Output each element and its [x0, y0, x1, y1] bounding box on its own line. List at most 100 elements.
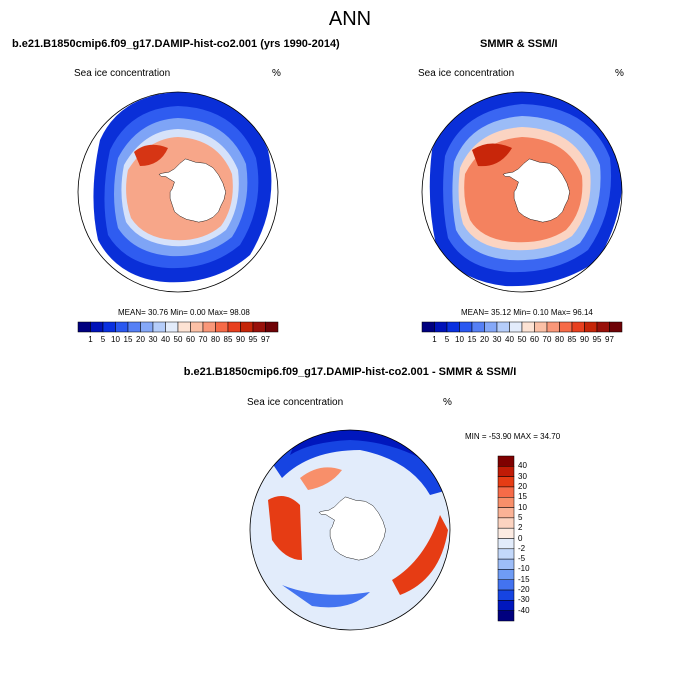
panel1-colorbar-tick-label: 1: [88, 335, 93, 344]
diff-map: [250, 430, 450, 630]
panel1-colorbar-swatch: [227, 321, 241, 333]
panel2-colorbar-tick-label: 40: [505, 335, 514, 344]
panel1-colorbar-swatch: [140, 321, 154, 333]
panel2-colorbar-tick-label: 1: [432, 335, 437, 344]
panel2-colorbar-swatch: [559, 321, 573, 333]
panel2-map: [422, 92, 622, 292]
figure-title: ANN: [328, 8, 372, 30]
panel2-colorbar-tick-label: 70: [542, 335, 552, 344]
diff-colorbar-swatch: [497, 538, 515, 550]
panel2-field-label: Sea ice concentration: [418, 68, 515, 79]
panel1-colorbar-swatch: [102, 321, 116, 333]
panel1-colorbar-swatch: [115, 321, 129, 333]
panel1-colorbar-tick-label: 97: [261, 335, 270, 344]
panel2-colorbar-swatch: [434, 321, 448, 333]
panel1-colorbar-tick-label: 30: [148, 335, 158, 344]
diff-field-label: Sea ice concentration: [247, 397, 344, 408]
diff-colorbar-tick-label: 10: [518, 502, 527, 512]
panel1-colorbar-swatch: [190, 321, 204, 333]
panel1-colorbar-tick-label: 40: [161, 335, 170, 344]
diff-colorbar-swatch: [497, 486, 515, 498]
panel1-colorbar-tick-label: 95: [248, 335, 258, 344]
panel2-map-border: [421, 91, 623, 293]
panel1-colorbar-swatch: [240, 321, 254, 333]
panel1-colorbar-tick-label: 85: [223, 335, 233, 344]
panel1-colorbar-tick-label: 15: [123, 335, 133, 344]
panel1-colorbar-tick-label: 60: [186, 335, 195, 344]
panel2-colorbar-swatch: [609, 321, 623, 333]
panel2-colorbar-swatch: [596, 321, 610, 333]
panel2-run-title: SMMR & SSM/I: [480, 38, 558, 50]
diff-colorbar-tick-label: -10: [518, 564, 530, 574]
panel2-stats: MEAN= 35.12 Min= 0.10 Max= 96.14: [461, 308, 593, 317]
panel2-colorbar-tick-label: 80: [555, 335, 564, 344]
panel2-colorbar-tick-label: 20: [480, 335, 489, 344]
panel1-stats: MEAN= 30.76 Min= 0.00 Max= 98.08: [118, 308, 250, 317]
panel1-run-title: b.e21.B1850cmip6.f09_g17.DAMIP-hist-co2.…: [12, 38, 340, 50]
panel2-colorbar-tick-label: 95: [592, 335, 602, 344]
panel2-colorbar-tick-label: 50: [517, 335, 527, 344]
diff-colorbar-tick-label: 2: [518, 523, 523, 533]
panel1-units: %: [272, 68, 281, 79]
panel1-colorbar-tick-label: 5: [100, 335, 106, 344]
diff-units: %: [443, 397, 452, 408]
panel1-colorbar-swatch: [215, 321, 229, 333]
panel2-colorbar-swatch: [446, 321, 460, 333]
panel2-colorbar-swatch: [471, 321, 485, 333]
diff-colorbar-tick-label: 5: [518, 512, 523, 522]
diff-colorbar-tick-label: -2: [518, 543, 526, 553]
panel1-map-border: [77, 91, 279, 293]
diff-colorbar-tick-label: -5: [518, 554, 526, 564]
panel2-colorbar-swatch: [521, 321, 535, 333]
panel1-colorbar-tick-label: 50: [173, 335, 183, 344]
panel1-colorbar-tick-label: 80: [211, 335, 220, 344]
panel1-colorbar-swatch: [252, 321, 266, 333]
diff-colorbar-tick-label: -15: [518, 574, 530, 584]
panel2-colorbar-tick-label: 10: [455, 335, 464, 344]
panel2-units: %: [615, 68, 624, 79]
diff-colorbar-swatch: [497, 548, 515, 560]
panel1-colorbar-swatch: [265, 321, 279, 333]
panel2-colorbar-tick-label: 90: [580, 335, 589, 344]
panel2-colorbar-swatch: [584, 321, 598, 333]
panel2-colorbar: [421, 321, 623, 333]
diff-colorbar-tick-label: 0: [518, 533, 523, 543]
diff-colorbar-tick-label: 40: [518, 461, 527, 471]
panel2-colorbar-tick-label: 15: [467, 335, 477, 344]
panel1-colorbar: [77, 321, 279, 333]
panel1-colorbar-tick-label: 20: [136, 335, 145, 344]
panel2-colorbar-swatch: [534, 321, 548, 333]
panel1-colorbar-swatch: [202, 321, 216, 333]
panel1-colorbar-swatch: [165, 321, 179, 333]
diff-colorbar-swatch: [497, 497, 515, 508]
diff-colorbar-tick-label: 15: [518, 492, 527, 502]
panel1-colorbar-tick-label: 10: [111, 335, 120, 344]
panel1-colorbar-swatch: [152, 321, 166, 333]
diff-colorbar-swatch: [497, 569, 515, 580]
diff-colorbar-swatch: [497, 507, 515, 519]
diff-colorbar-swatch: [497, 466, 515, 477]
panel1-colorbar-swatch: [177, 321, 191, 333]
diff-colorbar-tick-label: -20: [518, 585, 530, 595]
panel2-colorbar-tick-label: 60: [530, 335, 539, 344]
diff-colorbar: [497, 455, 515, 622]
panel1-field-label: Sea ice concentration: [74, 68, 171, 79]
panel1-colorbar-tick-label: 90: [236, 335, 245, 344]
diff-stats: MIN = -53.90 MAX = 34.70: [465, 432, 561, 441]
diff-colorbar-swatch: [497, 589, 515, 601]
panel1-colorbar-swatch: [77, 321, 91, 333]
diff-colorbar-swatch: [497, 476, 515, 488]
diff-map-border: [249, 429, 451, 631]
panel1-colorbar-tick-label: 70: [198, 335, 208, 344]
panel2-colorbar-swatch: [459, 321, 473, 333]
panel1-map: [78, 92, 278, 292]
diff-colorbar-swatch: [497, 527, 515, 539]
diff-colorbar-swatch: [497, 610, 515, 622]
panel2-colorbar-tick-label: 85: [567, 335, 577, 344]
panel1-colorbar-swatch: [90, 321, 104, 333]
diff-colorbar-swatch: [497, 517, 515, 529]
diff-colorbar-swatch: [497, 558, 515, 570]
panel2-colorbar-tick-label: 5: [444, 335, 450, 344]
panel2-colorbar-swatch: [484, 321, 498, 333]
